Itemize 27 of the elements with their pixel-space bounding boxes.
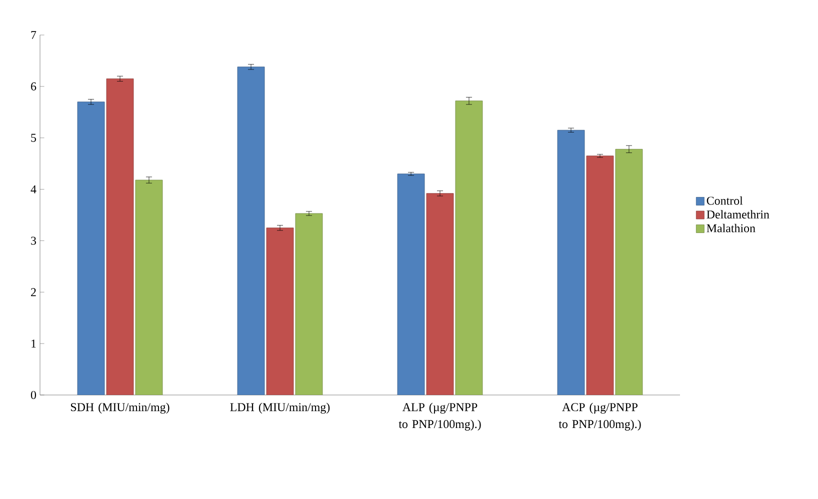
legend-label: Control bbox=[706, 196, 743, 205]
bar bbox=[295, 213, 323, 395]
y-tick-label: 5 bbox=[31, 134, 36, 142]
y-tick-label: 3 bbox=[31, 236, 36, 245]
bar bbox=[455, 100, 483, 395]
y-tick-label: 1 bbox=[32, 340, 36, 348]
bar bbox=[106, 78, 134, 395]
x-tick-label: LDH (MIU/min/mg) bbox=[230, 402, 330, 414]
y-tick-label: 4 bbox=[30, 185, 36, 194]
x-tick-label: SDH (MIU/min/mg) bbox=[70, 402, 170, 414]
y-tick-label: 0 bbox=[30, 390, 36, 400]
bar bbox=[557, 130, 585, 395]
bar bbox=[237, 66, 265, 395]
bar bbox=[397, 174, 425, 395]
bar bbox=[615, 148, 643, 395]
bar bbox=[77, 102, 105, 395]
y-tick-label: 7 bbox=[31, 31, 36, 39]
bar bbox=[266, 228, 294, 395]
bar bbox=[135, 180, 163, 395]
y-tick-label: 2 bbox=[31, 288, 36, 296]
bar bbox=[586, 156, 614, 395]
bar bbox=[426, 193, 454, 395]
legend-label: Malathion bbox=[706, 224, 756, 232]
legend-label: Deltamethrin bbox=[706, 210, 770, 219]
x-tick-label: ALP (µg/PNPP to PNP/100mg).) bbox=[398, 402, 481, 431]
y-tick-label: 6 bbox=[31, 82, 36, 90]
x-tick-label: ACP (µg/PNPP to PNP/100mg).) bbox=[558, 402, 641, 431]
